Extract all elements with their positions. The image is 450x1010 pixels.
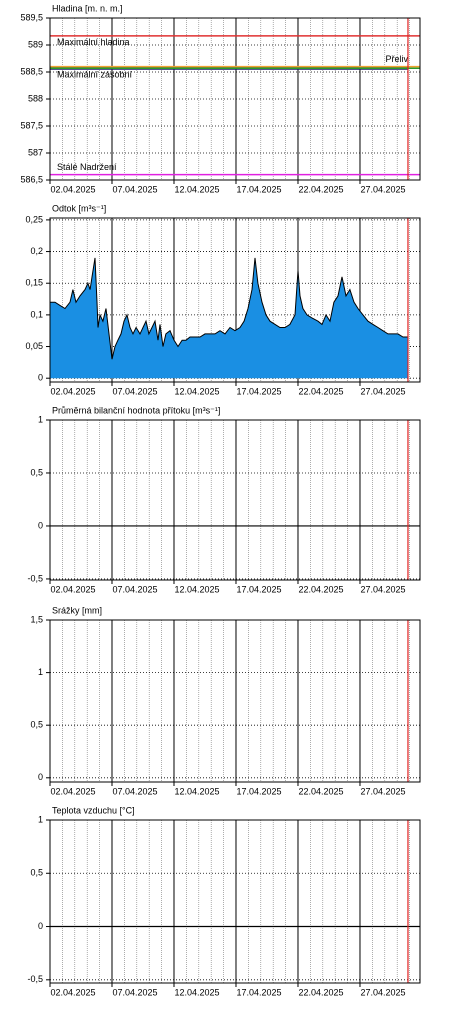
y-tick-label: 0 — [38, 772, 43, 782]
plot-frame — [49, 419, 421, 581]
x-tick-label: 12.04.2025 — [174, 584, 219, 594]
x-tick-label: 22.04.2025 — [298, 184, 343, 194]
plot-area — [50, 420, 420, 580]
x-tick-label: 22.04.2025 — [298, 584, 343, 594]
y-tick-label: 589 — [28, 39, 43, 49]
chart-title: Hladina [m. n. m.] — [52, 3, 123, 13]
x-tick-label: 22.04.2025 — [298, 987, 343, 997]
x-tick-label: 07.04.2025 — [112, 987, 157, 997]
chart-panel: Odtok [m³s⁻¹] 0 0,05 0,1 0,15 0,2 0,25 02.04.20… — [25, 203, 421, 396]
plot-area — [50, 620, 420, 782]
chart-panel: Teplota vzduchu [°C] -0,5 0 0,5 1 02.04.2025 0… — [27, 805, 421, 997]
x-tick-label: 12.04.2025 — [174, 987, 219, 997]
chart-title: Odtok [m³s⁻¹] — [52, 203, 106, 213]
x-tick-label: 27.04.2025 — [360, 184, 405, 194]
x-tick-label: 07.04.2025 — [112, 386, 157, 396]
x-tick-label: 07.04.2025 — [112, 786, 157, 796]
chart-title: Průměrná bilanční hodnota přítoku [m³s⁻¹… — [52, 405, 220, 415]
y-tick-label: 0,05 — [25, 341, 43, 351]
y-tick-label: 0 — [38, 921, 43, 931]
x-tick-label: 02.04.2025 — [50, 987, 95, 997]
x-tick-label: 27.04.2025 — [360, 584, 405, 594]
y-tick-label: 1 — [38, 667, 43, 677]
y-tick-label: 1 — [38, 814, 43, 824]
x-tick-label: 22.04.2025 — [298, 786, 343, 796]
y-tick-label: 587 — [28, 147, 43, 157]
x-tick-label: 17.04.2025 — [236, 386, 281, 396]
y-tick-label: 587,5 — [20, 120, 43, 130]
x-tick-label: 12.04.2025 — [174, 786, 219, 796]
x-tick-label: 12.04.2025 — [174, 386, 219, 396]
y-tick-label: 0,25 — [25, 214, 43, 224]
x-tick-label: 17.04.2025 — [236, 584, 281, 594]
y-tick-label: 0,5 — [30, 467, 43, 477]
y-tick-label: 0,5 — [30, 868, 43, 878]
plot-area — [50, 820, 420, 983]
y-tick-label: 1,5 — [30, 614, 43, 624]
x-tick-label: 27.04.2025 — [360, 386, 405, 396]
y-tick-label: -0,5 — [27, 573, 43, 583]
reference-label: Maximální hladina — [57, 37, 130, 47]
x-tick-label: 27.04.2025 — [360, 786, 405, 796]
y-tick-label: 0 — [38, 520, 43, 530]
y-tick-label: 589,5 — [20, 12, 43, 22]
x-tick-label: 07.04.2025 — [112, 584, 157, 594]
reference-label: Přeliv — [385, 54, 408, 64]
y-tick-label: 0,2 — [30, 246, 43, 256]
y-tick-label: 1 — [38, 414, 43, 424]
y-tick-label: 0 — [38, 373, 43, 383]
x-tick-label: 17.04.2025 — [236, 184, 281, 194]
y-tick-label: 588,5 — [20, 66, 43, 76]
x-tick-label: 02.04.2025 — [50, 584, 95, 594]
x-tick-label: 07.04.2025 — [112, 184, 157, 194]
area-outline — [50, 257, 408, 360]
chart-title: Teplota vzduchu [°C] — [52, 805, 135, 815]
y-tick-label: 0,15 — [25, 278, 43, 288]
y-tick-label: 586,5 — [20, 174, 43, 184]
x-tick-label: 12.04.2025 — [174, 184, 219, 194]
plot-frame — [49, 619, 421, 783]
chart-title: Srážky [mm] — [52, 605, 102, 615]
y-tick-label: 0,5 — [30, 720, 43, 730]
x-tick-label: 02.04.2025 — [50, 184, 95, 194]
area — [50, 257, 408, 379]
x-tick-label: 02.04.2025 — [50, 386, 95, 396]
chart-panel: Hladina [m. n. m.] 586,5 587 587,5 588 588,5 5… — [20, 3, 421, 194]
x-tick-label: 17.04.2025 — [236, 987, 281, 997]
plot-frame — [49, 819, 421, 984]
y-tick-label: 0,1 — [30, 309, 43, 319]
reference-label: Maximální zásobní — [57, 70, 133, 80]
y-tick-label: -0,5 — [27, 974, 43, 984]
plot-frame — [49, 17, 421, 181]
x-tick-label: 27.04.2025 — [360, 987, 405, 997]
y-tick-label: 588 — [28, 93, 43, 103]
chart-panel: Průměrná bilanční hodnota přítoku [m³s⁻¹… — [27, 405, 421, 594]
reference-label: Stálé Nadržení — [57, 162, 117, 172]
x-tick-label: 02.04.2025 — [50, 786, 95, 796]
plot-frame — [49, 217, 421, 383]
x-tick-label: 22.04.2025 — [298, 386, 343, 396]
chart-panel: Srážky [mm] 0 0,5 1 1,5 02.04.2025 07.04.2025 1… — [30, 605, 421, 796]
x-tick-label: 17.04.2025 — [236, 786, 281, 796]
